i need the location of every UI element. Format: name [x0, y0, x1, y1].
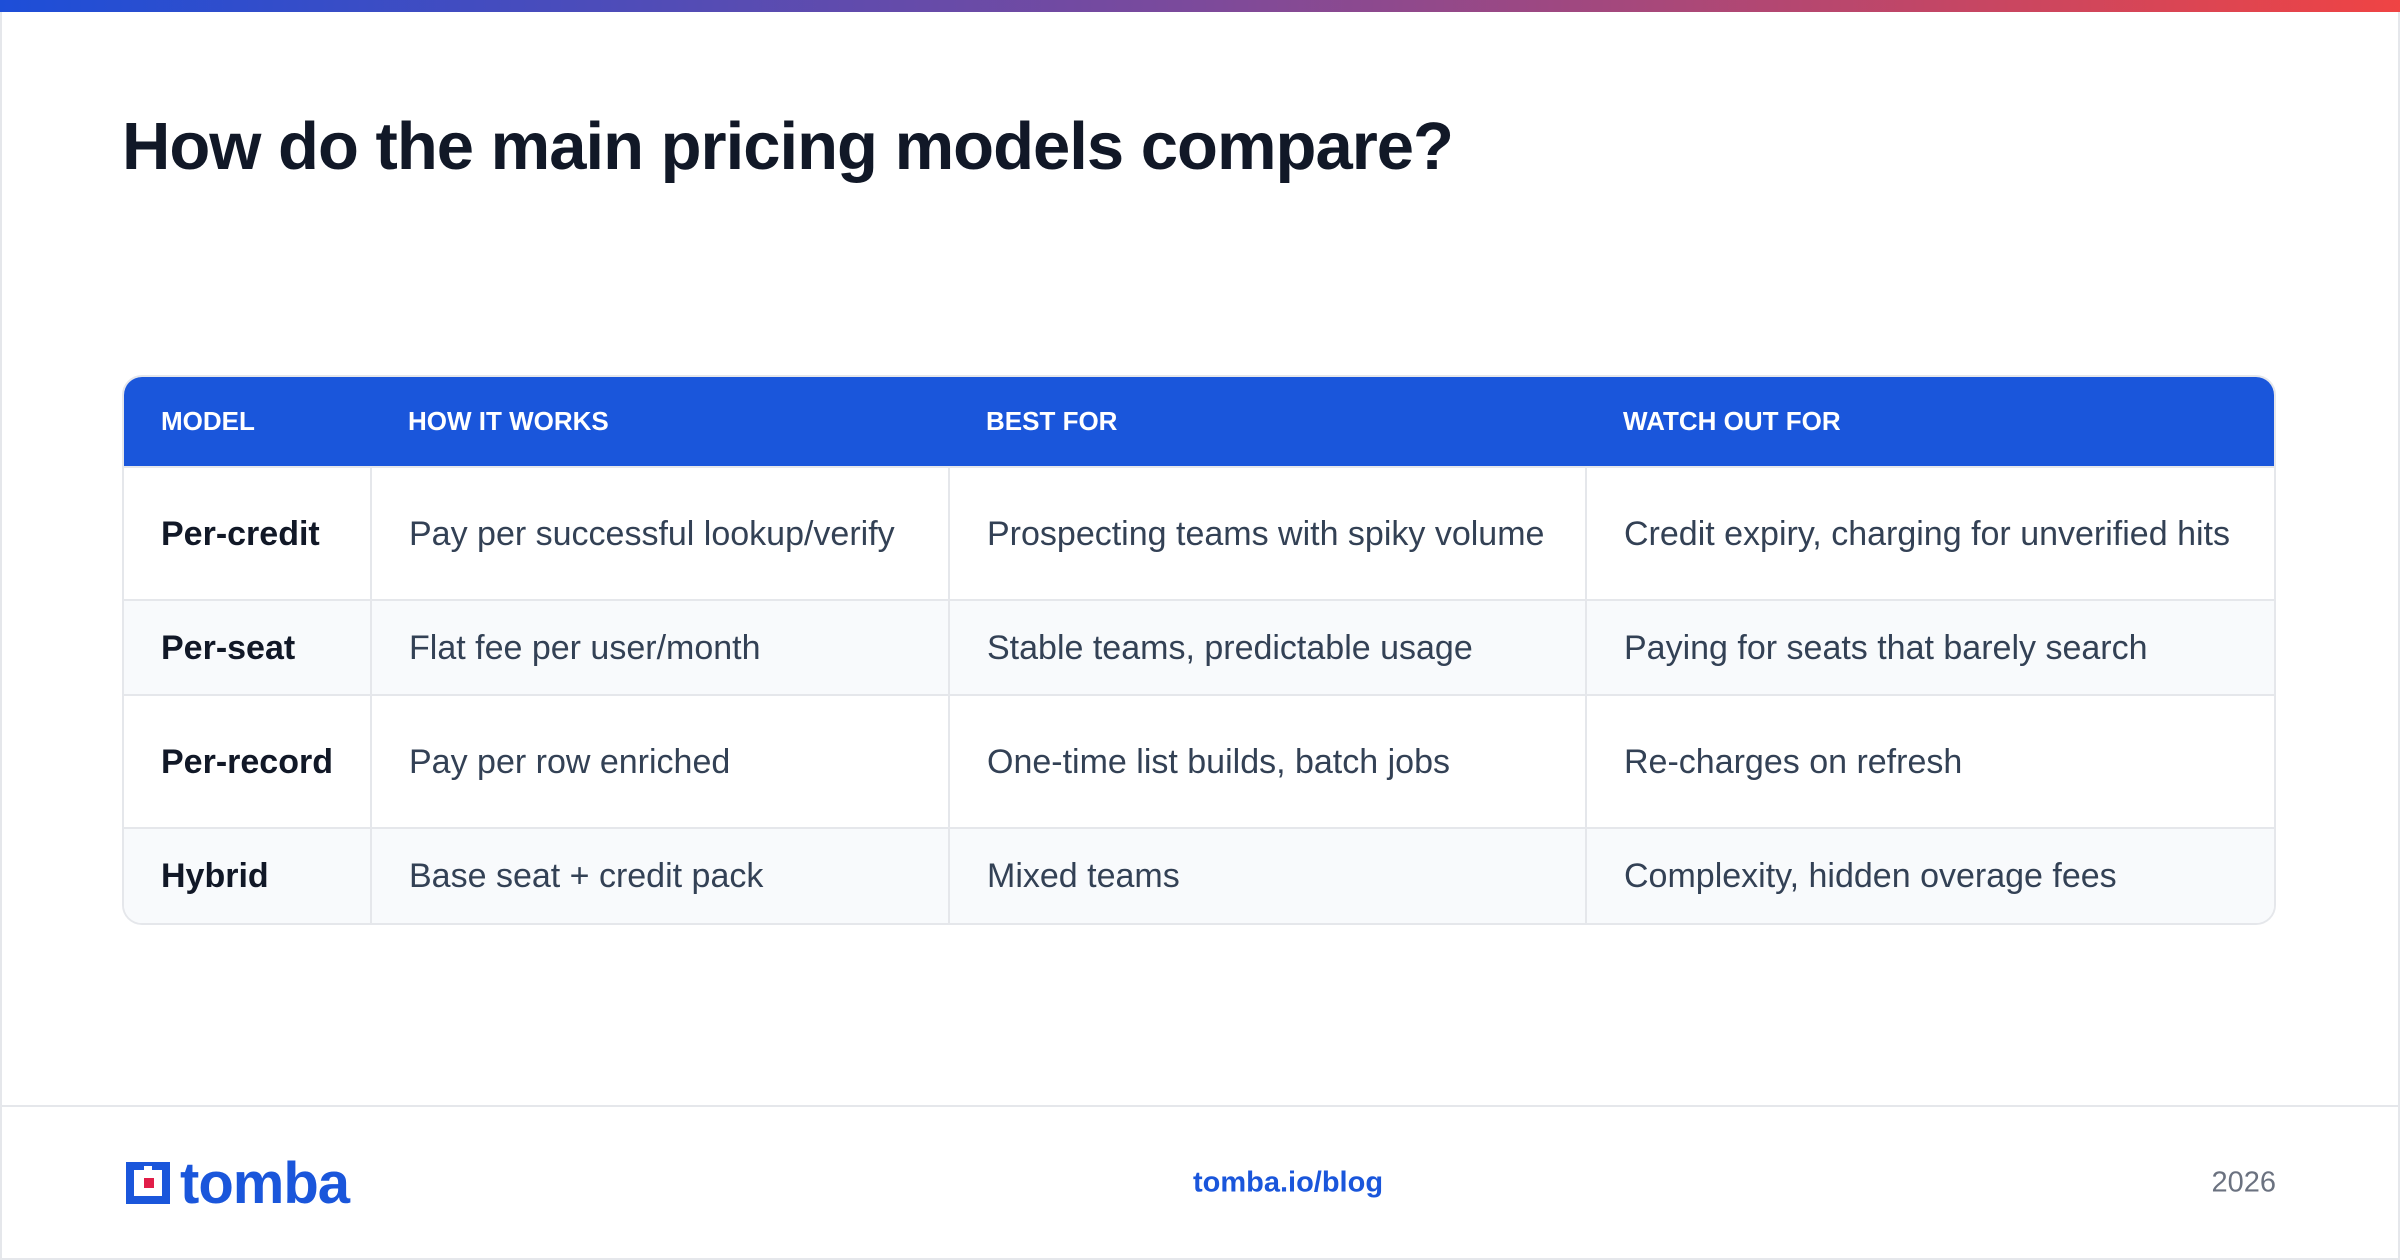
blog-link[interactable]: tomba.io/blog — [1192, 1166, 1384, 1199]
table-cell: Paying for seats that barely search — [1585, 599, 2274, 695]
model-name: Per-credit — [124, 466, 371, 600]
table-cell: Pay per successful lookup/verify — [370, 466, 949, 600]
table-cell: Credit expiry, charging for unverified h… — [1585, 466, 2274, 600]
column-header: WATCH OUT FOR — [1586, 377, 2274, 467]
table-cell: Base seat + credit pack — [370, 827, 949, 923]
table-body: Per-credit Pay per successful lookup/veri… — [124, 466, 2274, 923]
table-row: Hybrid Base seat + credit pack Mixed teams… — [124, 827, 2274, 923]
table-cell: Prospecting teams with spiky volume — [948, 466, 1586, 600]
logo-text: tomba — [180, 1150, 350, 1216]
table-cell: Pay per row enriched — [370, 694, 949, 828]
comparison-table: MODEL HOW IT WORKS BEST FOR WATCH OUT FOR P… — [124, 377, 2274, 923]
table-row: Per-record Pay per row enriched One-time l… — [124, 694, 2274, 828]
table-cell: Re-charges on refresh — [1585, 694, 2274, 828]
table-container: MODEL HOW IT WORKS BEST FOR WATCH OUT FOR P… — [122, 375, 2276, 925]
column-header: BEST FOR — [949, 377, 1586, 467]
year: 2026 — [2211, 1166, 2276, 1199]
table-row: Per-credit Pay per successful lookup/veri… — [124, 466, 2274, 600]
table-cell: Stable teams, predictable usage — [948, 599, 1586, 695]
footer-divider — [0, 1105, 2400, 1107]
logo-icon — [126, 1162, 170, 1204]
logo: tomba — [122, 1151, 350, 1216]
header-row: MODEL HOW IT WORKS BEST FOR WATCH OUT FOR — [124, 377, 2274, 467]
table-cell: Complexity, hidden overage fees — [1585, 827, 2274, 923]
accent-bar — [0, 0, 2400, 12]
model-name: Per-record — [124, 694, 371, 828]
table-row: Per-seat Flat fee per user/month Stable te… — [124, 599, 2274, 695]
model-name: Per-seat — [124, 599, 371, 695]
model-name: Hybrid — [124, 827, 371, 923]
column-header: MODEL — [124, 377, 371, 467]
table-cell: Flat fee per user/month — [370, 599, 949, 695]
table-cell: One-time list builds, batch jobs — [948, 694, 1586, 828]
column-header: HOW IT WORKS — [371, 377, 949, 467]
title: How do the main pricing models compare? — [122, 109, 1454, 184]
table-cell: Mixed teams — [948, 827, 1586, 923]
